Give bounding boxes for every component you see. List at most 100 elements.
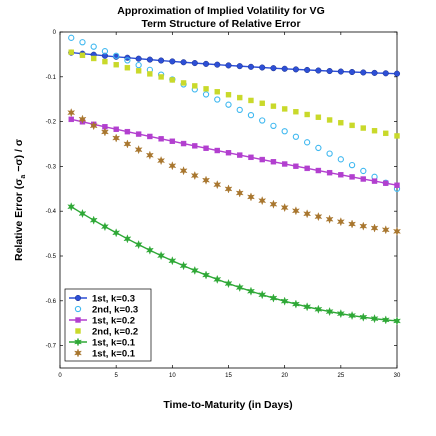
series-4-point <box>304 111 310 118</box>
series-6-point <box>359 221 368 231</box>
series-2-point <box>124 57 131 64</box>
series-6-point <box>370 223 379 233</box>
series-5-point <box>78 208 87 219</box>
series-1-point <box>382 70 389 77</box>
series-4-point <box>158 74 164 80</box>
series-6-point <box>202 175 211 185</box>
series-5-point <box>67 202 76 212</box>
series-5-point <box>348 310 357 321</box>
series-5-point <box>213 274 222 284</box>
x-tick-label: 15 <box>225 373 232 379</box>
series-2-point <box>113 52 120 59</box>
series-3-point <box>338 172 344 178</box>
series-6-point <box>89 121 98 131</box>
legend-entry: 1st, k=0.2 <box>69 316 135 327</box>
series-5-point <box>269 293 278 303</box>
series-5-point <box>168 256 177 266</box>
series-4-point <box>338 119 344 126</box>
legend-marker <box>74 305 82 313</box>
series-6-point <box>348 219 357 229</box>
series-1-point <box>259 64 266 71</box>
series-3-point <box>192 143 198 149</box>
legend-label: 2nd, k=0.2 <box>92 327 138 338</box>
series-1-point <box>349 68 356 76</box>
series-4-point <box>225 91 232 98</box>
series-3-point <box>124 128 131 135</box>
series-3-point <box>304 165 310 172</box>
series-4-point <box>349 122 355 129</box>
series-4-point <box>371 127 378 134</box>
series-5-point <box>190 265 199 276</box>
series-1-point <box>101 52 108 59</box>
series-2-point <box>270 122 277 129</box>
series-1-point <box>326 67 333 75</box>
series-5-point <box>336 309 345 319</box>
series-4-point <box>214 89 220 95</box>
series-4-point <box>248 97 254 104</box>
y-tick-label: -0.2 <box>46 120 57 126</box>
series-4-point <box>394 133 400 139</box>
series-3-point <box>349 174 355 180</box>
series-5-point <box>291 299 300 309</box>
series-4-point <box>315 114 322 120</box>
legend-label: 1st, k=0.2 <box>92 316 135 327</box>
series-2-point <box>337 156 344 163</box>
series-1 <box>68 49 401 77</box>
series-4 <box>68 49 400 139</box>
series-2-point <box>214 96 221 103</box>
series-1-point <box>225 62 232 69</box>
series-5 <box>67 202 401 326</box>
y-tick-label: -0.5 <box>46 254 57 260</box>
series-3-point <box>371 178 378 184</box>
series-5-point <box>370 314 379 324</box>
legend-entry: 1st, k=0.3 <box>69 294 135 305</box>
legend-entry: 1st, k=0.1 <box>74 348 136 360</box>
series-3-point <box>315 167 322 174</box>
series-5-point <box>202 270 211 280</box>
series-6-point <box>258 196 267 206</box>
series-5-point <box>224 278 233 289</box>
series-2-point <box>326 150 333 157</box>
legend-entry: 1st, k=0.1 <box>69 337 136 349</box>
series-3-point <box>68 116 74 123</box>
series-3-point <box>270 159 277 165</box>
x-tick-label: 0 <box>58 373 62 379</box>
series-6-point <box>280 203 289 213</box>
series-5-point <box>134 240 143 250</box>
series-1-point <box>169 58 176 65</box>
series-4-point <box>147 71 153 77</box>
series-6-point <box>303 209 312 219</box>
series-4-point <box>135 68 142 74</box>
series-4-point <box>113 62 119 68</box>
series-1-point <box>135 55 142 62</box>
series-6-point <box>112 133 121 143</box>
series-4-point <box>102 58 108 65</box>
series-4-point <box>383 130 389 137</box>
series-3-point <box>383 180 389 186</box>
series-6-point <box>336 217 345 227</box>
series-6-point <box>269 199 278 209</box>
chart-title: Approximation of Implied Volatility for … <box>117 5 324 17</box>
series-6-point <box>78 114 87 124</box>
series-3-point <box>214 147 220 154</box>
series-5-point <box>325 306 334 317</box>
series-2-point <box>202 91 210 98</box>
series-2-point <box>90 43 97 50</box>
series-2-point <box>292 133 300 140</box>
series-5-point <box>145 245 154 255</box>
y-tick-label: -0.6 <box>46 299 57 305</box>
series-2-point <box>259 117 266 124</box>
y-axis-label: Relative Error (σa −σ) / σ <box>13 139 27 261</box>
y-tick-label: -0.1 <box>46 75 57 81</box>
series-1-point <box>371 69 378 76</box>
series-5-point <box>314 304 323 314</box>
series-6-point <box>246 192 255 202</box>
series-4-point <box>360 125 366 131</box>
series-3-point <box>147 133 153 140</box>
series-6-point <box>67 108 76 118</box>
series-6-point <box>381 225 390 235</box>
series-layer <box>67 34 401 326</box>
series-1-point <box>281 65 288 72</box>
series-3-point <box>360 176 366 182</box>
